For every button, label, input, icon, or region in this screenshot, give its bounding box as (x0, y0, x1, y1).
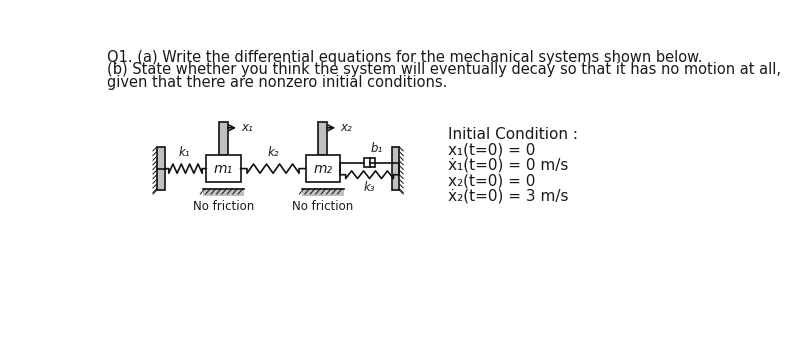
Text: k₃: k₃ (364, 181, 375, 194)
Bar (206, 155, 241, 183)
Text: Initial Condition :: Initial Condition : (448, 127, 579, 142)
Text: x₁: x₁ (242, 121, 253, 134)
Text: (b) State whether you think the system will eventually decay so that it has no m: (b) State whether you think the system w… (107, 62, 781, 78)
Text: m₁: m₁ (214, 162, 233, 176)
Text: k₁: k₁ (179, 147, 191, 159)
Text: Q1. (a) Write the differential equations for the mechanical systems shown below.: Q1. (a) Write the differential equations… (107, 50, 703, 65)
Text: No friction: No friction (193, 200, 254, 213)
Bar (219, 122, 228, 155)
Text: b₁: b₁ (371, 142, 383, 155)
Text: x₂(t=0) = 0: x₂(t=0) = 0 (448, 173, 536, 188)
Text: x₁(t=0) = 0: x₁(t=0) = 0 (448, 142, 536, 157)
Text: ẋ₁(t=0) = 0 m/s: ẋ₁(t=0) = 0 m/s (448, 158, 569, 173)
Bar (392, 147, 399, 190)
Text: ẋ₂(t=0) = 3 m/s: ẋ₂(t=0) = 3 m/s (448, 189, 569, 204)
Bar (157, 147, 165, 190)
Bar (203, 189, 244, 196)
Text: m₂: m₂ (313, 162, 332, 176)
Bar (318, 122, 327, 155)
Bar (364, 158, 375, 167)
Text: k₂: k₂ (267, 147, 279, 159)
Bar (301, 189, 343, 196)
Text: x₂: x₂ (340, 121, 352, 134)
Text: given that there are nonzero initial conditions.: given that there are nonzero initial con… (107, 75, 448, 90)
Bar (305, 155, 339, 183)
Text: No friction: No friction (292, 200, 353, 213)
